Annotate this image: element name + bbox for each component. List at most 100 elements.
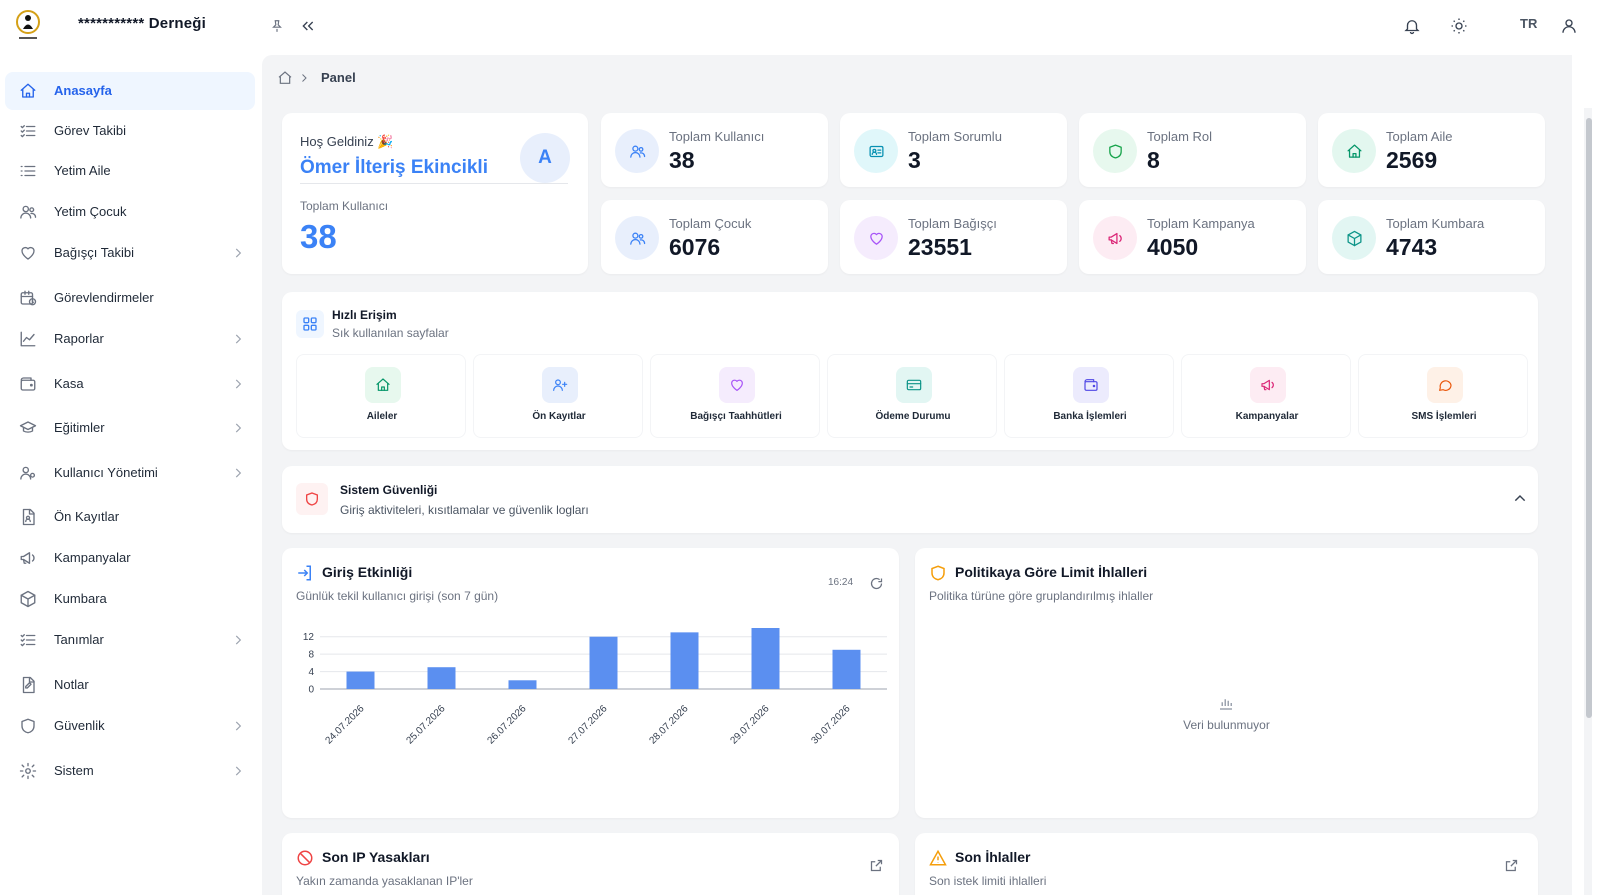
breadcrumb-current: Panel (321, 70, 356, 85)
chevron-up-icon[interactable] (1512, 492, 1530, 506)
quick-access-tile[interactable]: SMS İşlemleri (1358, 354, 1528, 438)
sidebar-item[interactable]: Raporlar (5, 320, 255, 358)
ban-icon (296, 849, 314, 867)
last-updated-time: 16:24 (828, 577, 854, 588)
chart-x-tick-label: 24.07.2026 (323, 703, 366, 746)
chart-line-icon (19, 330, 37, 348)
chart-bar (751, 628, 780, 689)
sidebar-item[interactable]: Notlar (5, 666, 255, 704)
sidebar-item-label: Yetim Çocuk (54, 204, 127, 219)
chevron-right-icon[interactable] (231, 421, 245, 435)
megaphone-icon (1250, 367, 1286, 403)
violations-title: Son İhlaller (955, 849, 1031, 865)
grid-icon (296, 310, 324, 338)
quick-access-card: Hızlı Erişim Sık kullanılan sayfalar Ail… (282, 292, 1538, 450)
chart-y-tick-label: 12 (303, 632, 315, 643)
external-link-icon[interactable] (869, 858, 885, 874)
sidebar-item[interactable]: Kampanyalar (5, 539, 255, 577)
quick-access-tile[interactable]: Aileler (296, 354, 466, 438)
stat-value: 23551 (908, 234, 972, 260)
chevron-right-icon[interactable] (231, 633, 245, 647)
chart-bar (346, 671, 375, 689)
security-title: Sistem Güvenliği (340, 483, 438, 497)
sidebar-item[interactable]: Ön Kayıtlar (5, 498, 255, 536)
sidebar-item[interactable]: Bağışçı Takibi (5, 234, 255, 272)
sidebar-item[interactable]: Görev Takibi (5, 112, 255, 150)
users-icon (19, 203, 37, 221)
external-link-icon[interactable] (1504, 858, 1520, 874)
stat-card: Toplam Kumbara 4743 (1318, 200, 1545, 274)
sidebar-item[interactable]: Kullanıcı Yönetimi (5, 454, 255, 492)
chart-bar (508, 680, 537, 689)
home-icon (1332, 129, 1376, 173)
breadcrumb-separator-icon (298, 71, 310, 85)
stat-label: Toplam Kullanıcı (669, 129, 765, 144)
megaphone-icon (19, 549, 37, 567)
language-selector[interactable]: TR (1520, 16, 1538, 31)
stat-label: Toplam Rol (1147, 129, 1213, 144)
chevron-right-icon[interactable] (231, 332, 245, 346)
bar-chart-icon (1217, 694, 1235, 712)
scrollbar-thumb[interactable] (1586, 118, 1592, 718)
chevron-right-icon[interactable] (231, 719, 245, 733)
shield-icon (19, 717, 37, 735)
chat-icon (1427, 367, 1463, 403)
id-card-icon (854, 129, 898, 173)
system-security-section[interactable]: Sistem Güvenliği Giriş aktiviteleri, kıs… (282, 466, 1538, 533)
login-activity-title: Giriş Etkinliği (322, 564, 413, 580)
box-icon (19, 590, 37, 608)
chevron-right-icon[interactable] (231, 466, 245, 480)
sun-icon[interactable] (1447, 14, 1471, 38)
users-icon (615, 216, 659, 260)
organization-logo[interactable] (14, 9, 42, 43)
pin-icon[interactable] (265, 14, 289, 38)
credit-card-icon (896, 367, 932, 403)
sidebar-item[interactable]: Görevlendirmeler (5, 279, 255, 317)
quick-access-tile-label: Kampanyalar (1235, 411, 1299, 422)
chart-y-tick-label: 4 (308, 667, 314, 678)
sidebar-item[interactable]: Anasayfa (5, 72, 255, 110)
chart-x-tick-label: 26.07.2026 (485, 703, 528, 746)
quick-access-tile[interactable]: Banka İşlemleri (1004, 354, 1174, 438)
bell-icon[interactable] (1400, 14, 1424, 38)
stat-card: Toplam Rol 8 (1079, 113, 1306, 187)
sidebar-item[interactable]: Kasa (5, 365, 255, 403)
chevron-right-icon[interactable] (231, 377, 245, 391)
avatar[interactable]: A (520, 133, 570, 183)
sidebar-item[interactable]: Yetim Aile (5, 152, 255, 190)
stat-label: Toplam Kampanya (1147, 216, 1255, 231)
sidebar-item[interactable]: Kumbara (5, 580, 255, 618)
quick-access-tile[interactable]: Ön Kayıtlar (473, 354, 643, 438)
sidebar-item[interactable]: Güvenlik (5, 707, 255, 745)
sidebar-item[interactable]: Tanımlar (5, 621, 255, 659)
quick-access-tile[interactable]: Ödeme Durumu (827, 354, 997, 438)
refresh-icon[interactable] (869, 576, 884, 591)
chevron-right-icon[interactable] (231, 764, 245, 778)
user-icon[interactable] (1557, 14, 1581, 38)
home-icon (19, 82, 37, 100)
quick-access-tile[interactable]: Bağışçı Taahhütleri (650, 354, 820, 438)
stat-label: Toplam Sorumlu (908, 129, 1002, 144)
stat-value: 38 (669, 147, 695, 173)
sidebar-item-label: Raporlar (54, 331, 104, 346)
chart-y-tick-label: 0 (308, 685, 314, 696)
list-icon (19, 162, 37, 180)
sidebar-item[interactable]: Sistem (5, 752, 255, 790)
shield-icon (1093, 129, 1137, 173)
security-subtitle: Giriş aktiviteleri, kısıtlamalar ve güve… (340, 503, 589, 517)
sidebar-item-label: Güvenlik (54, 718, 105, 733)
breadcrumb-home-icon[interactable] (277, 70, 293, 86)
users-icon (615, 129, 659, 173)
chart-x-tick-label: 29.07.2026 (728, 703, 771, 746)
sidebar-item[interactable]: Eğitimler (5, 409, 255, 447)
quick-access-tile[interactable]: Kampanyalar (1181, 354, 1351, 438)
chevron-right-icon[interactable] (231, 246, 245, 260)
collapse-sidebar-icon[interactable] (296, 14, 320, 38)
note-icon (19, 676, 37, 694)
policy-limits-title: Politikaya Göre Limit İhlalleri (955, 564, 1148, 580)
stat-value: 6076 (669, 234, 721, 260)
stat-label: Toplam Bağışçı (908, 216, 997, 231)
stat-card: Toplam Kullanıcı 38 (601, 113, 828, 187)
stat-value: 2569 (1386, 147, 1438, 173)
sidebar-item[interactable]: Yetim Çocuk (5, 193, 255, 231)
